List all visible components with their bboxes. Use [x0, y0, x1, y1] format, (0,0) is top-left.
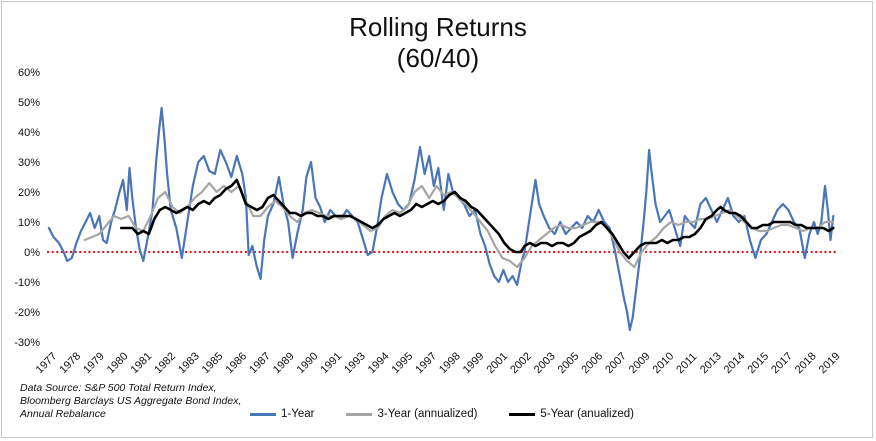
y-tick-label: -30%: [14, 337, 40, 349]
legend-swatch-5-year: [509, 412, 536, 416]
x-tick-label: 2002: [508, 350, 534, 376]
x-tick-label: 2015: [745, 350, 771, 376]
x-tick-label: 1989: [271, 350, 297, 376]
data-source-note: Data Source: S&P 500 Total Return Index,…: [20, 382, 242, 420]
x-tick-label: 1994: [366, 350, 392, 376]
x-tick-label: 1978: [57, 350, 83, 376]
x-tick-label: 1980: [105, 350, 131, 376]
legend-item-3-year: 3-Year (annualized): [346, 408, 477, 420]
legend-label-3-year: 3-Year (annualized): [377, 408, 478, 420]
y-axis: 60% 50% 40% 30% 20% 10% 0% -10% -20% -30%: [14, 67, 40, 349]
x-tick-label: 1977: [34, 350, 60, 376]
y-tick-label: -20%: [14, 307, 40, 319]
x-tick-label: 2001: [484, 350, 510, 376]
x-tick-label: 1979: [81, 350, 107, 376]
y-tick-label: 10%: [18, 217, 40, 229]
x-tick-label: 1983: [176, 350, 202, 376]
legend: 1-Year 3-Year (annualized) 5-Year (anual…: [250, 406, 666, 422]
y-tick-label: 30%: [18, 157, 40, 169]
x-tick-label: 2014: [722, 350, 748, 376]
x-tick-label: 1993: [342, 350, 368, 376]
x-tick-label: 1999: [461, 350, 487, 376]
x-axis: 1977197819791980198119821983198519861987…: [34, 350, 843, 376]
y-tick-label: 20%: [18, 187, 40, 199]
x-tick-label: 1997: [413, 350, 439, 376]
legend-item-5-year: 5-Year (anualized): [509, 408, 634, 420]
x-tick-label: 2018: [793, 350, 819, 376]
x-tick-label: 1990: [295, 350, 321, 376]
x-tick-label: 2005: [556, 350, 582, 376]
legend-item-1-year: 1-Year: [250, 408, 314, 420]
x-tick-label: 1981: [129, 350, 155, 376]
y-tick-label: 40%: [18, 127, 40, 139]
x-tick-label: 2011: [674, 351, 699, 376]
x-tick-label: 2019: [817, 350, 843, 376]
x-tick-label: 1995: [390, 350, 416, 376]
x-tick-label: 1985: [200, 350, 226, 376]
x-tick-label: 2006: [579, 350, 605, 376]
y-tick-label: 0%: [24, 247, 40, 259]
y-tick-label: -10%: [14, 277, 40, 289]
x-tick-label: 2010: [651, 350, 677, 376]
series-line-5-year: [120, 178, 835, 260]
chart-subtitle: (60/40): [396, 43, 480, 73]
x-tick-label: 2003: [532, 350, 558, 376]
x-tick-label: 1986: [223, 350, 249, 376]
x-tick-label: 1998: [437, 350, 463, 376]
x-tick-label: 2017: [769, 350, 795, 376]
x-tick-label: 2009: [627, 350, 653, 376]
series-group: [47, 106, 835, 332]
x-tick-label: 2007: [603, 350, 629, 376]
y-tick-label: 50%: [18, 97, 40, 109]
legend-label-5-year: 5-Year (anualized): [540, 408, 634, 420]
series-line-1-year: [47, 106, 835, 332]
x-tick-label: 1991: [318, 350, 344, 376]
x-tick-label: 1982: [152, 350, 178, 376]
legend-swatch-3-year: [346, 412, 373, 416]
x-tick-label: 2013: [698, 350, 724, 376]
legend-swatch-1-year: [250, 412, 276, 416]
chart-title-block: Rolling Returns (60/40): [0, 12, 876, 74]
x-tick-label: 1987: [247, 350, 273, 376]
y-tick-label: 60%: [18, 67, 40, 79]
legend-label-1-year: 1-Year: [281, 408, 315, 420]
chart-title: Rolling Returns: [349, 12, 527, 42]
